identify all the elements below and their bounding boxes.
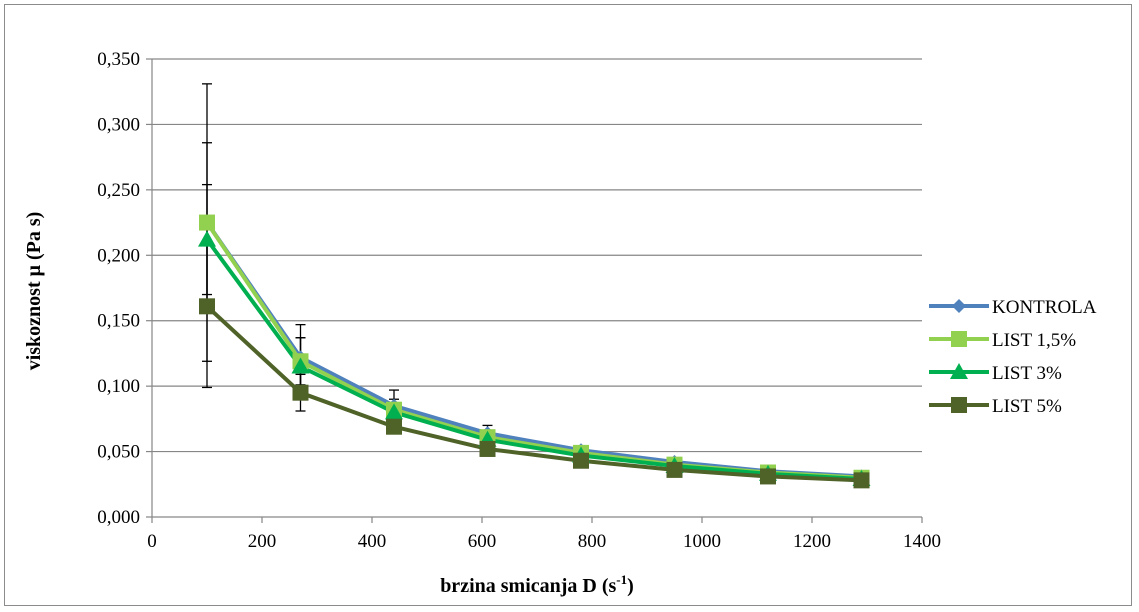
legend-swatch-marker xyxy=(951,331,967,347)
series-lines xyxy=(205,221,862,483)
legend-label: LIST 1,5% xyxy=(992,330,1076,351)
x-axis-title: brzina smicanja D (s-1) xyxy=(440,572,634,597)
legend-label: LIST 5% xyxy=(992,396,1062,417)
x-tick-labels: 0 200 400 600 800 1000 1200 1400 xyxy=(147,531,941,552)
y-tick-label: 0,050 xyxy=(97,442,140,463)
data-point xyxy=(291,357,310,374)
series-line-3 xyxy=(205,304,862,483)
data-point xyxy=(479,440,496,457)
y-tick-label: 0,000 xyxy=(97,507,140,528)
axes xyxy=(146,58,923,523)
data-point xyxy=(853,472,870,489)
y-tick-label: 0,200 xyxy=(97,245,140,266)
legend-label: LIST 3% xyxy=(992,363,1062,384)
x-tick-label: 400 xyxy=(358,531,387,552)
data-point xyxy=(199,214,215,231)
data-point xyxy=(198,230,216,247)
series-line-1 xyxy=(205,221,862,480)
y-axis-title: viskoznost μ (Pa s) xyxy=(23,212,45,371)
y-tick-labels: 0,000 0,050 0,100 0,150 0,200 0,250 0,300 0,350 xyxy=(97,49,140,528)
legend: KONTROLA LIST 1,5% LIST 3% LIST 5% xyxy=(929,297,1097,417)
x-tick-label: 1200 xyxy=(793,531,831,552)
legend-swatch-marker xyxy=(950,363,968,379)
data-point xyxy=(199,298,215,315)
data-point xyxy=(760,468,776,485)
x-tick-label: 1400 xyxy=(903,531,941,552)
legend-swatch-marker xyxy=(952,299,966,313)
y-tick-label: 0,300 xyxy=(97,114,140,135)
y-tick-label: 0,100 xyxy=(97,376,140,397)
data-point xyxy=(386,418,402,435)
series-markers xyxy=(198,214,871,489)
y-tick-label: 0,150 xyxy=(97,311,140,332)
error-bars xyxy=(202,83,493,454)
x-tick-label: 800 xyxy=(578,531,607,552)
y-tick-label: 0,350 xyxy=(97,49,140,70)
data-point xyxy=(666,461,683,478)
x-tick-label: 600 xyxy=(468,531,497,552)
legend-label: KONTROLA xyxy=(992,297,1097,318)
series-line-2 xyxy=(205,238,862,482)
x-tick-label: 0 xyxy=(147,531,157,552)
grid-lines xyxy=(152,58,922,453)
legend-swatch-marker xyxy=(951,397,967,413)
data-point xyxy=(573,452,589,469)
series-line-0 xyxy=(205,221,862,479)
x-tick-label: 1000 xyxy=(683,531,721,552)
data-point xyxy=(385,403,403,420)
data-point xyxy=(292,384,309,401)
x-tick-label: 200 xyxy=(248,531,277,552)
y-tick-label: 0,250 xyxy=(97,180,140,201)
